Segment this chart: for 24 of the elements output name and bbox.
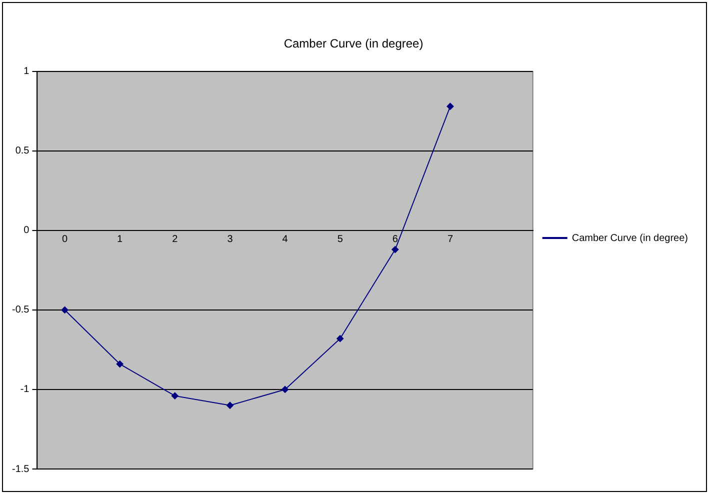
point: [116, 360, 124, 368]
point: [171, 392, 178, 400]
point: [282, 386, 289, 393]
point: [226, 402, 234, 409]
point: [336, 335, 344, 342]
x-tick-label: 7: [447, 234, 454, 246]
point: [446, 102, 454, 110]
x-tick-label: 0: [62, 234, 68, 246]
y-tick-label: -1: [20, 384, 30, 396]
x-tick-label: 4: [282, 234, 288, 246]
y-tick-label: 1: [24, 66, 30, 78]
chart-title: Camber Curve (in degree): [284, 36, 424, 51]
x-tick-label: 2: [172, 234, 178, 246]
y-tick-label: -0.5: [12, 304, 30, 316]
x-tick-label: 5: [337, 234, 344, 246]
x-tick-label: 3: [227, 234, 234, 246]
y-tick-label: 0: [24, 225, 30, 236]
x-tick-label: 1: [117, 234, 124, 246]
point: [61, 306, 68, 314]
y-tick-label: 0.5: [15, 146, 30, 157]
x-tick-label: 6: [392, 234, 398, 246]
y-tick-label: -1.5: [12, 464, 30, 475]
legend-label: Camber Curve (in degree): [572, 232, 688, 244]
point: [392, 246, 399, 254]
